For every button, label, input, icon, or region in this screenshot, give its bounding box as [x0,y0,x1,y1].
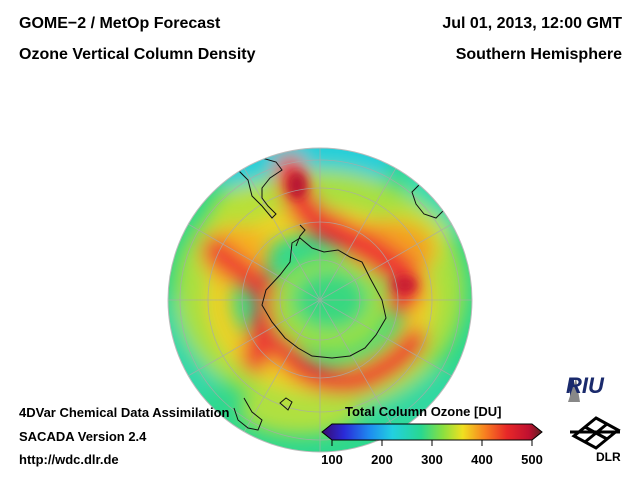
colorbar-tick-label: 400 [471,452,493,467]
graticule [168,148,472,452]
antarctica-coast [261,237,387,359]
antarctic-peninsula [295,224,306,247]
colorbar-gradient [321,423,543,441]
footer-url[interactable]: http://wdc.dlr.de [19,452,119,467]
colorbar-tick-label: 100 [321,452,343,467]
colorbar-tick-label: 300 [421,452,443,467]
colorbar-title: Total Column Ozone [DU] [345,404,502,419]
australia-coast [233,397,263,431]
footer-version: SACADA Version 2.4 [19,429,147,444]
date-time: Jul 01, 2013, 12:00 GMT [442,15,622,32]
new-zealand-coast [279,397,293,411]
hemisphere-label: Southern Hemisphere [455,46,622,63]
dlr-logo-text: DLR [596,450,621,464]
footer-method: 4DVar Chemical Data Assimilation [19,405,230,420]
riu-logo-mark [568,378,580,402]
product-title: GOME−2 / MetOp Forecast [19,15,221,32]
colorbar-tick-label: 500 [521,452,543,467]
africa-coast [411,179,449,219]
colorbar-tick-label: 200 [371,452,393,467]
colorbar-ticks [331,440,533,446]
riu-logo-text: RIU [566,373,604,398]
coastlines [223,148,449,431]
variable-title: Ozone Vertical Column Density [19,46,256,63]
dlr-logo-mark [570,416,621,450]
colorbar [321,423,543,446]
